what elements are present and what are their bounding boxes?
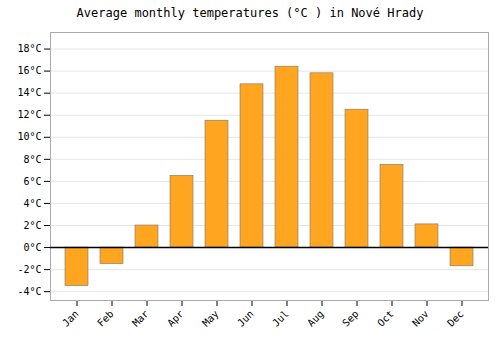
svg-text:2°C: 2°C bbox=[23, 220, 41, 231]
svg-text:4°C: 4°C bbox=[23, 198, 41, 209]
svg-text:18°C: 18°C bbox=[17, 43, 41, 54]
html-text:Average monthly temperatures (: Average monthly temperatures (°C ) in No… bbox=[76, 6, 424, 20]
svg-text:6°C: 6°C bbox=[23, 176, 41, 187]
svg-text:-2°C: -2°C bbox=[17, 264, 41, 275]
svg-text:Apr: Apr bbox=[165, 308, 186, 329]
svg-text:0°C: 0°C bbox=[23, 242, 41, 253]
svg-text:Dec: Dec bbox=[445, 308, 466, 329]
svg-text:Sep: Sep bbox=[340, 308, 361, 329]
svg-text:May: May bbox=[200, 308, 221, 329]
svg-text:10°C: 10°C bbox=[17, 131, 41, 142]
svg-text:16°C: 16°C bbox=[17, 65, 41, 76]
svg-text:Aug: Aug bbox=[305, 308, 326, 329]
svg-text:Jul: Jul bbox=[270, 308, 291, 329]
svg-text:Mar: Mar bbox=[130, 308, 151, 329]
svg-text:Nov: Nov bbox=[410, 308, 431, 329]
svg-text:-4°C: -4°C bbox=[17, 286, 41, 297]
svg-text:12°C: 12°C bbox=[17, 109, 41, 120]
svg-text:Jun: Jun bbox=[235, 308, 256, 329]
svg-text:8°C: 8°C bbox=[23, 154, 41, 165]
svg-text:14°C: 14°C bbox=[17, 87, 41, 98]
svg-text:Jan: Jan bbox=[60, 308, 81, 329]
svg-text:Feb: Feb bbox=[95, 308, 116, 329]
svg-text:Oct: Oct bbox=[375, 308, 396, 329]
